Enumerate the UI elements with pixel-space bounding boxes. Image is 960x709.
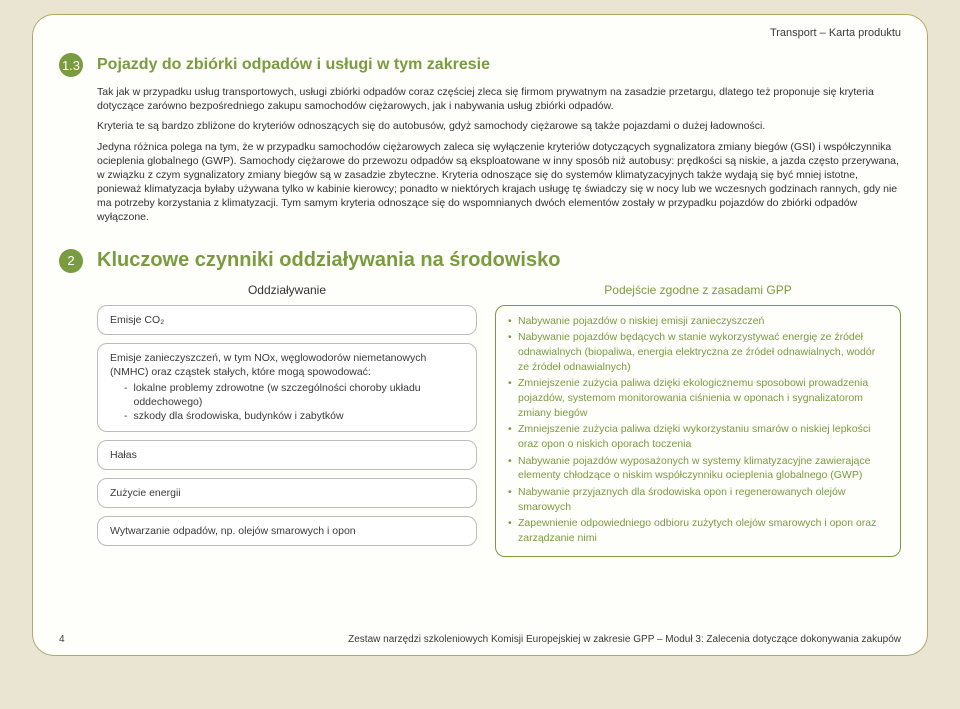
pill-noise-text: Hałas [110, 449, 137, 461]
page-card: Transport – Karta produktu 1.3 Pojazdy d… [32, 14, 928, 656]
right-col-head: Podejście zgodne z zasadami GPP [495, 283, 901, 297]
left-column: Oddziaływanie Emisje CO₂ Emisje zanieczy… [97, 281, 477, 557]
gpp-box: •Nabywanie pojazdów o niskiej emisji zan… [495, 305, 901, 557]
pill-waste-text: Wytwarzanie odpadów, np. olejów smarowyc… [110, 525, 356, 537]
section-1-body: Tak jak w przypadku usług transportowych… [97, 85, 901, 225]
section-2-head: 2 Kluczowe czynniki oddziaływania na śro… [59, 249, 901, 273]
section-1-head: 1.3 Pojazdy do zbiórki odpadów i usługi … [59, 53, 901, 77]
section-1-p1: Tak jak w przypadku usług transportowych… [97, 85, 901, 113]
pill-co2: Emisje CO₂ [97, 305, 477, 335]
pill-emissions-b2: szkody dla środowiska, budynków i zabytk… [134, 409, 344, 423]
pill-waste: Wytwarzanie odpadów, np. olejów smarowyc… [97, 516, 477, 546]
two-column-layout: Oddziaływanie Emisje CO₂ Emisje zanieczy… [97, 281, 901, 557]
footer-text: Zestaw narzędzi szkoleniowych Komisji Eu… [348, 634, 901, 645]
section-1-num: 1.3 [59, 53, 83, 77]
gpp-item-4: Zmniejszenie zużycia paliwa dzięki wykor… [518, 422, 888, 451]
pill-emissions-bullets: -lokalne problemy zdrowotne (w szczególn… [124, 381, 464, 424]
footer: 4 Zestaw narzędzi szkoleniowych Komisji … [33, 634, 927, 645]
pill-emissions-intro: Emisje zanieczyszczeń, w tym NOx, węglow… [110, 351, 464, 379]
section-2-num: 2 [59, 249, 83, 273]
gpp-item-1: Nabywanie pojazdów o niskiej emisji zani… [518, 314, 764, 329]
pill-emissions: Emisje zanieczyszczeń, w tym NOx, węglow… [97, 343, 477, 432]
gpp-item-3: Zmniejszenie zużycia paliwa dzięki ekolo… [518, 376, 888, 420]
section-2-title: Kluczowe czynniki oddziaływania na środo… [97, 249, 560, 272]
gpp-item-2: Nabywanie pojazdów będących w stanie wyk… [518, 330, 888, 374]
gpp-item-6: Nabywanie przyjaznych dla środowiska opo… [518, 485, 888, 514]
pill-energy: Zużycie energii [97, 478, 477, 508]
footer-page: 4 [59, 634, 65, 645]
right-column: Podejście zgodne z zasadami GPP •Nabywan… [495, 281, 901, 557]
pill-emissions-b1: lokalne problemy zdrowotne (w szczególno… [134, 381, 465, 409]
gpp-item-5: Nabywanie pojazdów wyposażonych w system… [518, 454, 888, 483]
left-col-head: Oddziaływanie [97, 283, 477, 297]
gpp-item-7: Zapewnienie odpowiedniego odbioru zużyty… [518, 516, 888, 545]
section-1-p2: Kryteria te są bardzo zbliżone do kryter… [97, 119, 901, 133]
section-1-p3: Jedyna różnica polega na tym, że w przyp… [97, 140, 901, 225]
section-1-title: Pojazdy do zbiórki odpadów i usługi w ty… [97, 56, 490, 74]
doc-label: Transport – Karta produktu [770, 27, 901, 39]
pill-noise: Hałas [97, 440, 477, 470]
pill-co2-text: Emisje CO₂ [110, 314, 164, 326]
pill-energy-text: Zużycie energii [110, 487, 181, 499]
